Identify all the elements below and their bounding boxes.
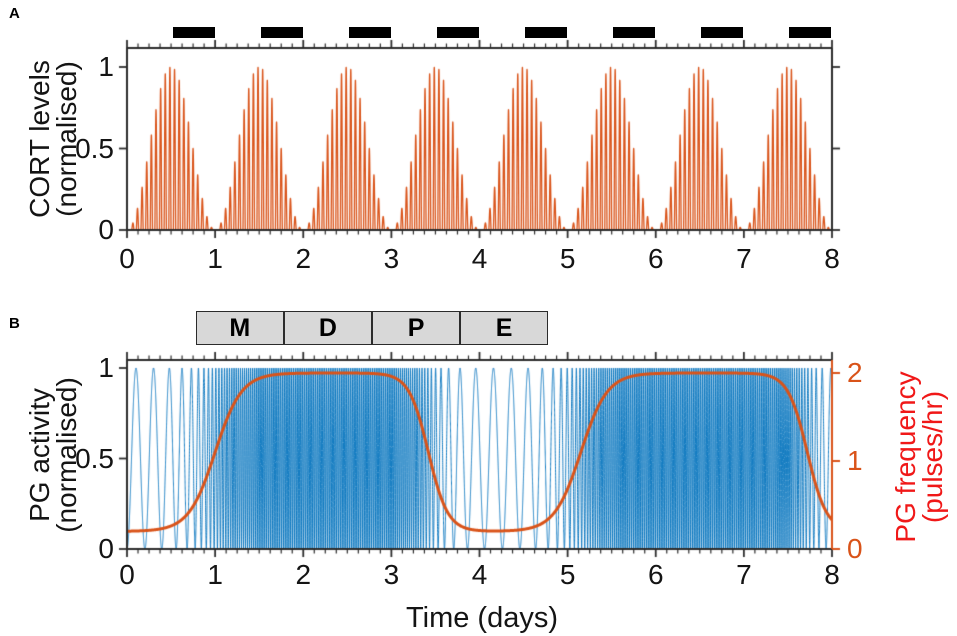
panel-b-right-y-tick-label: 0 (847, 533, 863, 564)
panel-a-x-tick-label: 7 (736, 243, 752, 274)
dark-phase-bar (172, 27, 215, 38)
panel-b-left-y-tick-label: 0.5 (75, 442, 114, 474)
dark-phase-bar (436, 27, 479, 38)
panel-a-y-tick-label: 0 (98, 214, 114, 245)
panel-a-y-tick-label: 1 (98, 51, 114, 82)
panel-a-y-tick-label: 0.5 (75, 132, 114, 164)
panel-b-x-tick-label: 0 (119, 559, 135, 590)
panel-b-x-tick-label: 2 (295, 559, 312, 590)
dark-phase-bar (525, 27, 568, 38)
dark-phase-bar (701, 27, 744, 38)
panel-a-x-tick-label: 6 (647, 243, 664, 274)
panel-a-x-tick-label: 3 (383, 243, 400, 274)
panel-b-x-tick-label: 3 (383, 559, 400, 590)
dark-phase-bar (260, 27, 303, 38)
panel-b-x-tick-label: 4 (471, 559, 488, 590)
panel-b-right-y-tick-label: 1 (847, 445, 863, 476)
stage-box-p: P (372, 311, 461, 345)
panel-a-x-tick-label: 5 (559, 243, 576, 274)
panel-b-x-tick-label: 8 (824, 559, 840, 590)
panel-b-x-tick-label: 1 (207, 559, 223, 590)
panel-b-left-y-tick-label: 1 (98, 352, 114, 383)
panel-a-x-tick-label: 4 (471, 243, 488, 274)
panel-b-left-y-tick-label: 0 (98, 533, 114, 564)
panel-a-x-tick-label: 8 (824, 243, 840, 274)
stage-box-e: E (460, 311, 549, 345)
panel-b-x-tick-label: 6 (647, 559, 664, 590)
panel-b-x-tick-label: 7 (736, 559, 752, 590)
panel-b-letter: B (9, 315, 20, 332)
panel-a-letter: A (9, 5, 20, 22)
x-axis-label: Time (days) (406, 602, 558, 634)
dark-phase-bar (613, 27, 656, 38)
dark-phase-bar (789, 27, 832, 38)
stage-box-m: M (195, 311, 284, 345)
panel-a-x-tick-label: 1 (207, 243, 223, 274)
panel-a-x-tick-label: 0 (119, 243, 135, 274)
panel-b-x-tick-label: 5 (559, 559, 576, 590)
panel-a-x-tick-label: 2 (295, 243, 312, 274)
panel-b-right-y-tick-label: 2 (847, 357, 863, 388)
dark-phase-bar (348, 27, 391, 38)
stage-box-d: D (283, 311, 372, 345)
